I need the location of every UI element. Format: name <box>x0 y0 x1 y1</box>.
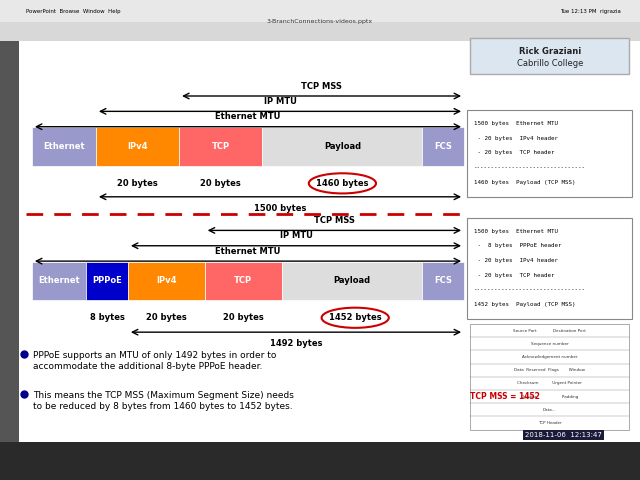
Text: Acknowledgement number: Acknowledgement number <box>522 355 577 359</box>
Text: Tue 12:13 PM  rigrazia: Tue 12:13 PM rigrazia <box>560 9 621 13</box>
FancyBboxPatch shape <box>470 38 629 74</box>
Text: Ethernet MTU: Ethernet MTU <box>215 247 281 256</box>
Text: FCS: FCS <box>435 142 452 151</box>
Text: 2018-11-06  12:13:47: 2018-11-06 12:13:47 <box>525 432 602 438</box>
Text: Sequence number: Sequence number <box>531 342 568 346</box>
FancyBboxPatch shape <box>422 262 464 300</box>
FancyBboxPatch shape <box>467 110 632 197</box>
Text: Data  Reserved  Flags        Window: Data Reserved Flags Window <box>515 368 585 372</box>
Text: Cabrillo College: Cabrillo College <box>516 59 583 68</box>
Text: accommodate the additional 8-byte PPPoE header.: accommodate the additional 8-byte PPPoE … <box>33 362 262 371</box>
FancyBboxPatch shape <box>262 127 422 166</box>
Text: PPPoE supports an MTU of only 1492 bytes in order to: PPPoE supports an MTU of only 1492 bytes… <box>33 351 276 360</box>
FancyBboxPatch shape <box>0 41 19 442</box>
FancyBboxPatch shape <box>86 262 128 300</box>
Text: TCP: TCP <box>234 276 252 285</box>
Text: 1460 bytes: 1460 bytes <box>316 179 369 188</box>
Text: Payload: Payload <box>324 142 361 151</box>
Text: --------------------------------: -------------------------------- <box>474 288 586 293</box>
Text: Payload: Payload <box>333 276 371 285</box>
Text: PowerPoint  Browse  Window  Help: PowerPoint Browse Window Help <box>26 9 120 13</box>
Text: 1452 bytes: 1452 bytes <box>329 313 381 322</box>
FancyBboxPatch shape <box>32 127 96 166</box>
Text: 20 bytes: 20 bytes <box>117 179 158 188</box>
Text: Source Port             Destination Port: Source Port Destination Port <box>513 329 586 333</box>
FancyBboxPatch shape <box>0 0 640 41</box>
Text: Checksum           Urgent Pointer: Checksum Urgent Pointer <box>517 382 582 385</box>
Text: Options                    Padding: Options Padding <box>521 395 579 398</box>
FancyBboxPatch shape <box>0 0 640 22</box>
Text: 20 bytes: 20 bytes <box>223 313 264 322</box>
Text: 20 bytes: 20 bytes <box>200 179 241 188</box>
Text: - 20 bytes  TCP header: - 20 bytes TCP header <box>474 273 555 278</box>
Text: Ethernet: Ethernet <box>43 142 85 151</box>
Text: TCP Header: TCP Header <box>538 421 562 425</box>
Text: IP MTU: IP MTU <box>264 97 296 106</box>
Text: 1492 bytes: 1492 bytes <box>269 339 323 348</box>
Text: FCS: FCS <box>435 276 452 285</box>
FancyBboxPatch shape <box>19 31 640 442</box>
Text: Ethernet MTU: Ethernet MTU <box>215 112 281 121</box>
Text: 3-BranchConnections-videos.pptx: 3-BranchConnections-videos.pptx <box>267 19 373 24</box>
FancyBboxPatch shape <box>128 262 205 300</box>
Text: 1500 bytes: 1500 bytes <box>254 204 306 213</box>
Text: IPv4: IPv4 <box>127 142 148 151</box>
Text: Data...: Data... <box>543 408 557 412</box>
Text: IPv4: IPv4 <box>156 276 177 285</box>
Text: 1500 bytes  Ethernet MTU: 1500 bytes Ethernet MTU <box>474 120 558 126</box>
Text: Rick Graziani: Rick Graziani <box>518 47 581 56</box>
Text: Ethernet: Ethernet <box>38 276 80 285</box>
FancyBboxPatch shape <box>470 324 629 430</box>
Text: 1500 bytes  Ethernet MTU: 1500 bytes Ethernet MTU <box>474 228 558 234</box>
Text: - 20 bytes  IPv4 header: - 20 bytes IPv4 header <box>474 135 558 141</box>
FancyBboxPatch shape <box>282 262 422 300</box>
FancyBboxPatch shape <box>179 127 262 166</box>
Text: -  8 bytes  PPPoE header: - 8 bytes PPPoE header <box>474 243 562 249</box>
FancyBboxPatch shape <box>422 127 464 166</box>
Text: PPPoE: PPPoE <box>92 276 122 285</box>
FancyBboxPatch shape <box>32 262 86 300</box>
Text: TCP: TCP <box>212 142 230 151</box>
Text: 1460 bytes  Payload (TCP MSS): 1460 bytes Payload (TCP MSS) <box>474 180 576 185</box>
Text: - 20 bytes  TCP header: - 20 bytes TCP header <box>474 150 555 156</box>
FancyBboxPatch shape <box>205 262 282 300</box>
Text: 20 bytes: 20 bytes <box>146 313 187 322</box>
Text: 1452 bytes  Payload (TCP MSS): 1452 bytes Payload (TCP MSS) <box>474 302 576 308</box>
FancyBboxPatch shape <box>467 218 632 319</box>
Text: This means the TCP MSS (Maximum Segment Size) needs: This means the TCP MSS (Maximum Segment … <box>33 391 294 400</box>
Text: --------------------------------: -------------------------------- <box>474 165 586 170</box>
FancyBboxPatch shape <box>96 127 179 166</box>
Text: 8 bytes: 8 bytes <box>90 313 125 322</box>
Text: to be reduced by 8 bytes from 1460 bytes to 1452 bytes.: to be reduced by 8 bytes from 1460 bytes… <box>33 402 293 411</box>
Text: IP MTU: IP MTU <box>280 231 312 240</box>
Text: TCP MSS: TCP MSS <box>301 82 342 91</box>
Text: TCP MSS = 1452: TCP MSS = 1452 <box>470 392 540 401</box>
Text: - 20 bytes  IPv4 header: - 20 bytes IPv4 header <box>474 258 558 263</box>
Text: TCP MSS: TCP MSS <box>314 216 355 225</box>
